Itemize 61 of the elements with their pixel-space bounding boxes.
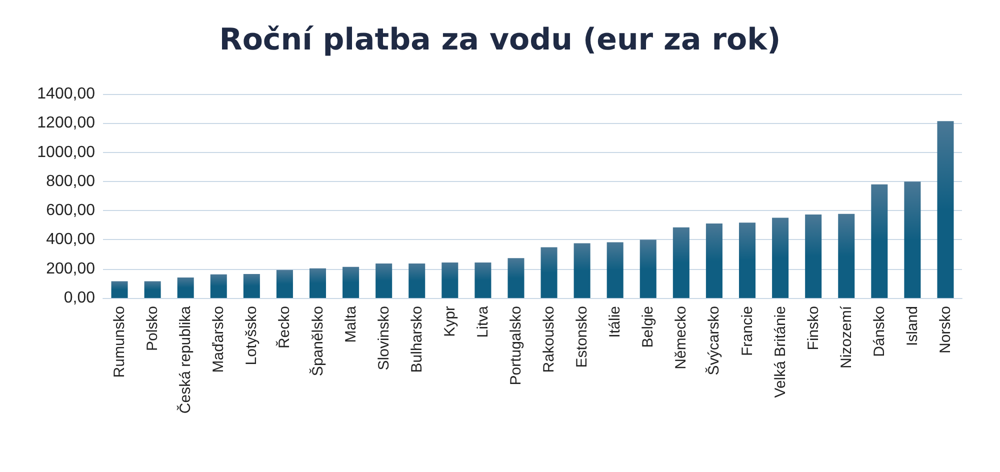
bar: [540, 247, 558, 298]
bar: [672, 227, 690, 298]
x-tick-label: Maďarsko: [210, 306, 228, 373]
bar: [805, 214, 822, 298]
bar: [772, 218, 789, 298]
x-tick-label: Velká Británie: [772, 306, 789, 398]
x-tick-label: Belgie: [640, 306, 657, 348]
x-tick-label: Rakousko: [540, 306, 558, 373]
bar: [276, 270, 293, 298]
bar: [111, 281, 128, 298]
y-tick-label: 200,00: [46, 260, 96, 278]
x-tick-label: Norsko: [936, 306, 954, 354]
y-tick-label: 0,00: [64, 290, 96, 306]
bar: [474, 262, 492, 298]
bar: [508, 258, 524, 298]
bar: [309, 268, 326, 298]
x-tick-label: Litva: [474, 305, 492, 338]
x-tick-label: Slovinsko: [375, 306, 392, 370]
x-tick-label: Nizozemí: [838, 305, 855, 369]
x-tick-label: Lotyšsko: [243, 306, 260, 366]
y-tick-label: 800,00: [46, 172, 96, 190]
x-tick-label: Kypr: [441, 306, 458, 337]
bar: [574, 243, 590, 298]
x-tick-label: Estonsko: [574, 306, 591, 368]
bar: [210, 274, 227, 298]
bar: [871, 184, 888, 298]
x-tick-label: Island: [904, 306, 921, 346]
bar: [838, 214, 855, 298]
bar: [243, 274, 260, 298]
x-tick-label: Německo: [672, 306, 690, 370]
y-tick-label: 1200,00: [37, 114, 96, 132]
chart-title: Roční platba za vodu (eur za rok): [219, 22, 781, 58]
x-tick-label: Itálie: [606, 306, 624, 338]
y-tick-label: 400,00: [46, 231, 96, 248]
bar: [937, 121, 954, 298]
bar: [144, 281, 161, 298]
bar: [706, 224, 722, 298]
x-tick-label: Řecko: [275, 306, 294, 349]
x-tick-label: Malta: [342, 305, 360, 343]
x-tick-label: Rumunsko: [111, 306, 128, 378]
y-tick-label: 1000,00: [37, 144, 96, 161]
x-tick-label: Polsko: [144, 306, 162, 352]
bar: [408, 263, 426, 298]
bar: [640, 240, 656, 298]
x-tick-label: Dánsko: [870, 306, 888, 357]
bar: [738, 222, 756, 298]
bar: [904, 182, 921, 298]
x-tick-label: Česká republika: [176, 305, 194, 414]
bar: [442, 262, 458, 298]
x-tick-label: Španělsko: [308, 306, 326, 376]
bar: [606, 242, 624, 298]
x-tick-label: Bulharsko: [408, 306, 426, 373]
bar: [342, 266, 360, 298]
x-tick-label: Francie: [738, 306, 756, 356]
x-tick-label: Švýcarsko: [704, 306, 723, 376]
y-tick-label: 1400,00: [37, 86, 96, 102]
y-tick-label: 600,00: [46, 202, 96, 220]
x-tick-label: Finsko: [804, 306, 822, 350]
bar: [376, 263, 392, 298]
bar: [177, 277, 194, 298]
x-tick-label: Portugalsko: [507, 306, 524, 386]
